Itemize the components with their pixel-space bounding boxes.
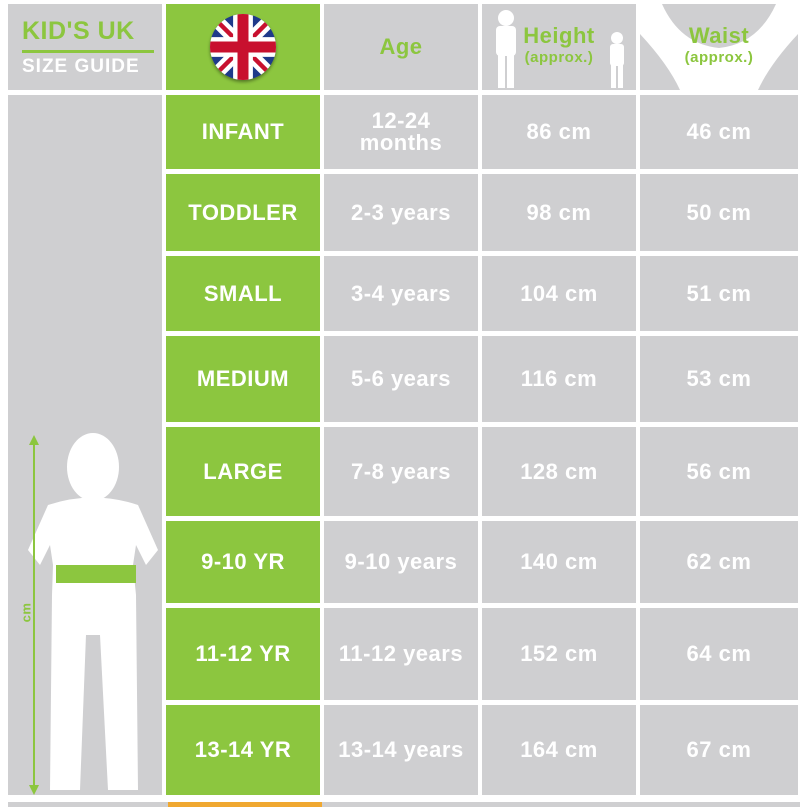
row-age: 3-4 years (351, 280, 451, 306)
brand-line1: KID'S UK (22, 16, 135, 45)
header-waist: Waist (approx.) (640, 4, 798, 90)
row-height: 140 cm (520, 549, 598, 574)
header-height: Height (approx.) (482, 4, 636, 90)
row-height: 104 cm (520, 280, 598, 306)
row-size-cell: LARGE (166, 427, 320, 516)
row-waist: 67 cm (686, 737, 752, 762)
row-height-cell: 128 cm (482, 427, 636, 516)
row-size-cell: SMALL (166, 256, 320, 331)
header-waist-sub: (approx.) (684, 49, 754, 66)
row-age: 5-6 years (351, 366, 451, 391)
row-waist-cell: 53 cm (640, 336, 798, 422)
row-height: 128 cm (520, 458, 598, 484)
row-height-cell: 140 cm (482, 521, 636, 603)
row-waist: 64 cm (686, 641, 752, 666)
row-height-cell: 104 cm (482, 256, 636, 331)
row-age-cell: 11-12 years (324, 608, 478, 700)
child-silhouette-illustration (28, 433, 158, 795)
row-age: 7-8 years (351, 458, 451, 484)
orange-strip (168, 802, 322, 807)
torso-silhouette-icon (640, 4, 798, 90)
row-size-cell: 11-12 YR (166, 608, 320, 700)
brand-line2: SIZE GUIDE (22, 55, 140, 77)
row-age-cell: 13-14 years (324, 705, 478, 795)
row-waist-cell: 67 cm (640, 705, 798, 795)
row-waist: 51 cm (686, 280, 752, 306)
row-age: 9-10 years (344, 549, 458, 574)
kids-silhouette-icon (496, 10, 624, 88)
row-size: TODDLER (188, 199, 298, 225)
header-height-sub: (approx.) (524, 49, 594, 66)
row-size-cell: MEDIUM (166, 336, 320, 422)
row-waist: 46 cm (686, 119, 752, 144)
row-age: 2-3 years (351, 199, 451, 225)
header-age-label: Age (379, 34, 423, 59)
row-age-cell: 3-4 years (324, 256, 478, 331)
row-age-cell: 7-8 years (324, 427, 478, 516)
row-size: LARGE (203, 458, 283, 484)
row-waist-cell: 62 cm (640, 521, 798, 603)
header-height-label: Height (523, 23, 595, 48)
row-height: 164 cm (520, 737, 598, 762)
header-age: Age (324, 4, 478, 90)
header-flag-cell (166, 4, 320, 90)
child-figure-panel: cm (8, 95, 162, 795)
row-height-cell: 86 cm (482, 95, 636, 169)
size-guide-table: KID'S UK SIZE GUIDE Age Height ( (8, 4, 798, 795)
row-size: MEDIUM (196, 366, 290, 391)
row-waist: 56 cm (686, 458, 752, 484)
row-age: 11-12 years (338, 641, 464, 666)
row-size-cell: INFANT (166, 95, 320, 169)
row-waist-cell: 56 cm (640, 427, 798, 516)
row-waist: 62 cm (686, 549, 752, 574)
brand-divider (22, 49, 154, 53)
row-size-cell: 9-10 YR (166, 521, 320, 603)
waist-band (56, 565, 136, 583)
row-height: 98 cm (526, 199, 592, 225)
row-size: INFANT (201, 119, 285, 144)
row-age-cell: 5-6 years (324, 336, 478, 422)
row-waist-cell: 51 cm (640, 256, 798, 331)
row-size: 9-10 YR (201, 549, 285, 574)
row-waist-cell: 50 cm (640, 174, 798, 251)
row-age-cell: 9-10 years (324, 521, 478, 603)
row-size: 11-12 YR (195, 641, 291, 666)
uk-flag-icon (210, 14, 276, 80)
row-size: SMALL (203, 280, 283, 306)
row-waist-cell: 64 cm (640, 608, 798, 700)
row-height-cell: 116 cm (482, 336, 636, 422)
row-age-cell: 12-24 months (324, 95, 478, 169)
row-age-cell: 2-3 years (324, 174, 478, 251)
row-size-cell: TODDLER (166, 174, 320, 251)
row-height: 86 cm (526, 119, 592, 144)
row-age: 12-24 months (359, 108, 443, 155)
header-waist-label: Waist (688, 23, 750, 48)
row-height-cell: 164 cm (482, 705, 636, 795)
row-age: 13-14 years (338, 737, 464, 762)
bottom-strip (8, 802, 800, 807)
row-waist-cell: 46 cm (640, 95, 798, 169)
row-height: 152 cm (520, 641, 598, 666)
row-size: 13-14 YR (194, 737, 292, 762)
brand-title: KID'S UK SIZE GUIDE (8, 4, 162, 90)
row-size-cell: 13-14 YR (166, 705, 320, 795)
row-height-cell: 152 cm (482, 608, 636, 700)
row-waist: 50 cm (686, 199, 752, 225)
row-height-cell: 98 cm (482, 174, 636, 251)
row-waist: 53 cm (686, 366, 752, 391)
unit-label: cm (18, 602, 34, 623)
row-height: 116 cm (520, 366, 598, 391)
